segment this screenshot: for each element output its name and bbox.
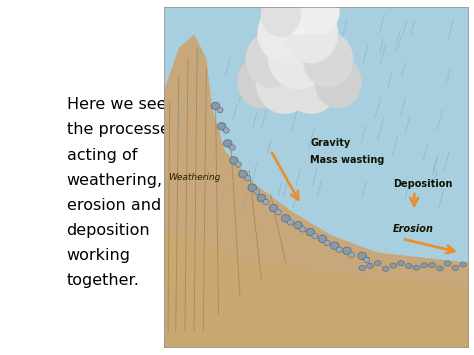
Text: Weathering: Weathering [168,173,220,182]
Circle shape [284,0,325,7]
Text: deposition: deposition [66,223,150,238]
Text: acting of: acting of [66,148,137,163]
Ellipse shape [390,263,397,268]
Ellipse shape [429,262,436,268]
Ellipse shape [336,247,342,252]
Ellipse shape [374,261,381,266]
Text: Erosion: Erosion [393,224,434,234]
Ellipse shape [330,242,339,250]
Ellipse shape [245,175,251,181]
Ellipse shape [275,209,281,215]
Ellipse shape [287,220,293,225]
Circle shape [267,22,328,89]
Text: Mass wasting: Mass wasting [310,155,385,165]
Text: working: working [66,248,131,263]
Circle shape [296,0,340,35]
Ellipse shape [460,262,466,267]
Circle shape [273,0,323,35]
Ellipse shape [359,266,365,271]
Ellipse shape [437,266,443,271]
Ellipse shape [444,261,451,266]
Circle shape [261,0,301,37]
Circle shape [283,50,340,114]
Ellipse shape [452,266,459,271]
Ellipse shape [248,184,256,191]
Ellipse shape [358,252,366,260]
Ellipse shape [367,263,374,268]
Ellipse shape [306,228,315,236]
Ellipse shape [405,263,412,268]
Ellipse shape [229,145,236,150]
Ellipse shape [241,84,358,103]
Circle shape [255,50,313,114]
Text: erosion and: erosion and [66,198,161,213]
Text: Deposition: Deposition [393,179,452,189]
Ellipse shape [382,266,389,271]
Ellipse shape [218,122,226,130]
Circle shape [303,32,353,88]
Ellipse shape [254,189,260,195]
Ellipse shape [343,247,351,255]
Text: the processe: the processe [66,122,170,137]
Text: weathering,: weathering, [66,173,163,188]
Circle shape [257,3,311,63]
Ellipse shape [421,263,428,268]
Ellipse shape [223,140,232,147]
Circle shape [237,56,284,108]
Ellipse shape [324,240,330,246]
Circle shape [284,3,338,63]
Circle shape [315,56,362,108]
Text: Here we see: Here we see [66,97,166,112]
Ellipse shape [211,102,220,110]
Polygon shape [164,34,469,348]
Text: together.: together. [66,273,139,288]
Ellipse shape [269,204,278,212]
Ellipse shape [223,128,229,133]
Text: Gravity: Gravity [310,138,351,148]
Ellipse shape [364,257,370,263]
Ellipse shape [236,162,241,167]
Ellipse shape [229,157,238,164]
Ellipse shape [294,222,302,229]
Ellipse shape [318,235,327,242]
Ellipse shape [263,199,269,205]
Polygon shape [164,7,469,348]
Circle shape [246,32,296,88]
Ellipse shape [217,107,223,113]
Circle shape [303,0,340,9]
Ellipse shape [413,265,420,270]
Ellipse shape [300,226,306,232]
Ellipse shape [282,215,290,222]
Ellipse shape [312,233,318,239]
Ellipse shape [398,261,404,266]
Polygon shape [164,229,469,348]
Ellipse shape [348,252,355,258]
Ellipse shape [257,194,265,202]
Ellipse shape [239,170,247,178]
